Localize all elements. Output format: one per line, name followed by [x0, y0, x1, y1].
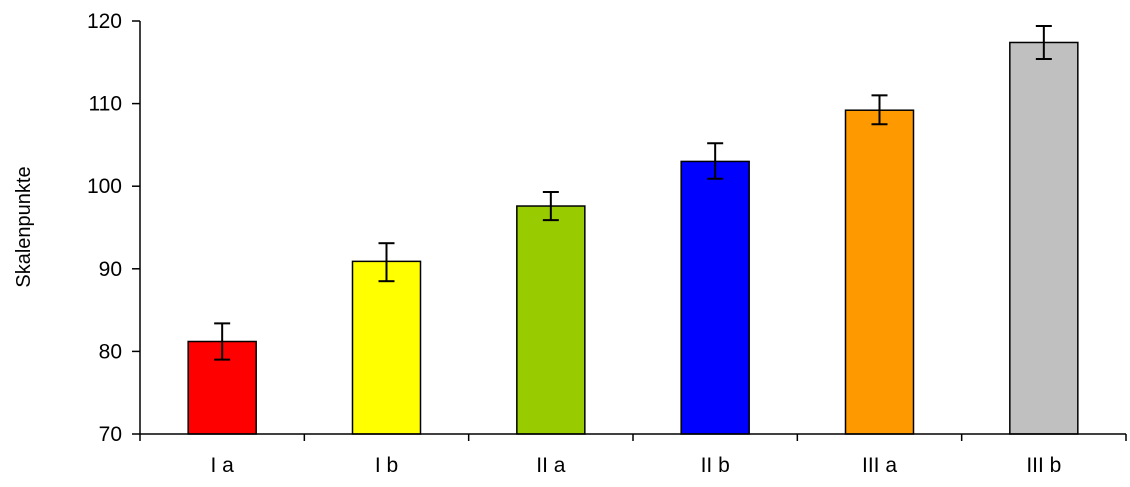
y-tick-label-1: 80	[99, 340, 122, 363]
x-tick-label-0: I a	[210, 454, 234, 477]
error-bars-group	[214, 24, 1052, 361]
bar-2	[516, 205, 586, 435]
x-tick-label-4: III a	[862, 454, 897, 477]
error-bar-3	[707, 142, 724, 180]
error-bar-1	[378, 242, 395, 283]
bar-4	[844, 109, 915, 435]
error-bar-5	[1035, 24, 1052, 60]
error-bar-2	[542, 190, 559, 222]
x-tick-label-2: II a	[536, 454, 566, 477]
x-tick-label-3: II b	[701, 454, 730, 477]
y-tick-label-0: 70	[99, 423, 122, 446]
bars-group	[187, 41, 1079, 435]
y-tick-label-3: 100	[87, 175, 122, 198]
x-tick-label-5: III b	[1026, 454, 1061, 477]
axes-group	[139, 21, 1127, 441]
bar-1	[351, 260, 422, 435]
y-tick-label-5: 120	[87, 10, 122, 33]
y-axis-title: Skalenpunkte	[13, 166, 35, 287]
bar-3	[680, 160, 750, 435]
error-bar-4	[871, 94, 888, 126]
y-tick-label-2: 90	[99, 258, 122, 281]
error-bar-0	[214, 322, 231, 361]
y-ticks-group: 70 80 90 100 110 120	[87, 10, 140, 446]
x-tick-label-1: I b	[375, 454, 398, 477]
y-tick-label-4: 110	[89, 93, 122, 116]
bar-5	[1009, 41, 1079, 435]
x-ticks-group: I a I b II a II b III a III b	[210, 454, 1061, 477]
